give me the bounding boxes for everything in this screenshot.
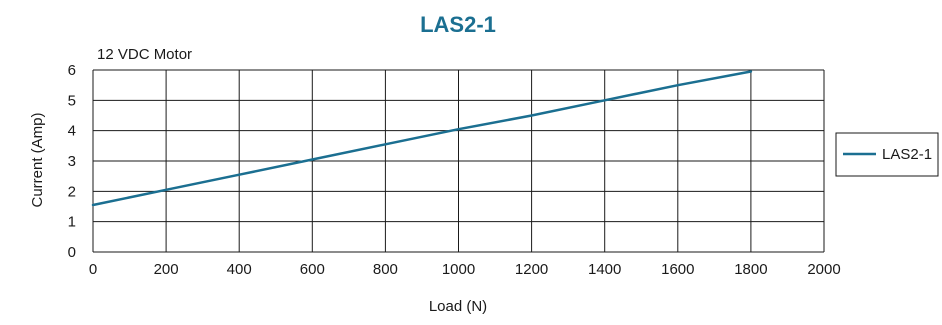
- x-tick-label: 600: [300, 261, 325, 278]
- plot-grid: [92, 69, 825, 253]
- x-tick-label: 1800: [734, 261, 767, 278]
- chart-title: LAS2-1: [420, 12, 496, 37]
- legend-label: LAS2-1: [882, 146, 932, 163]
- legend: LAS2-1: [835, 132, 939, 177]
- y-tick-label: 5: [68, 92, 76, 109]
- x-tick-label: 1600: [661, 261, 694, 278]
- y-tick-label: 6: [68, 62, 76, 79]
- x-axis-label: Load (N): [429, 298, 487, 315]
- y-tick-label: 4: [68, 123, 76, 140]
- tick-labels: 0 200 400 600 800 1000 1200 1400 1600 1800 2000 0 1 2…: [68, 62, 841, 278]
- series-lines: [91, 70, 753, 207]
- legend-box: [835, 132, 939, 177]
- y-tick-label: 1: [68, 214, 76, 231]
- x-tick-label: 1000: [442, 261, 475, 278]
- x-tick-label: 800: [373, 261, 398, 278]
- x-tick-label: 2000: [807, 261, 840, 278]
- x-tick-label: 0: [89, 261, 97, 278]
- y-tick-label: 0: [68, 244, 76, 261]
- y-tick-label: 3: [68, 153, 76, 170]
- x-tick-label: 200: [154, 261, 179, 278]
- y-tick-label: 2: [68, 183, 76, 200]
- x-tick-label: 400: [227, 261, 252, 278]
- x-tick-label: 1400: [588, 261, 621, 278]
- chart-subtitle: 12 VDC Motor: [97, 46, 192, 63]
- x-tick-label: 1200: [515, 261, 548, 278]
- series-line: [91, 70, 753, 207]
- y-axis-label: Current (Amp): [29, 112, 46, 207]
